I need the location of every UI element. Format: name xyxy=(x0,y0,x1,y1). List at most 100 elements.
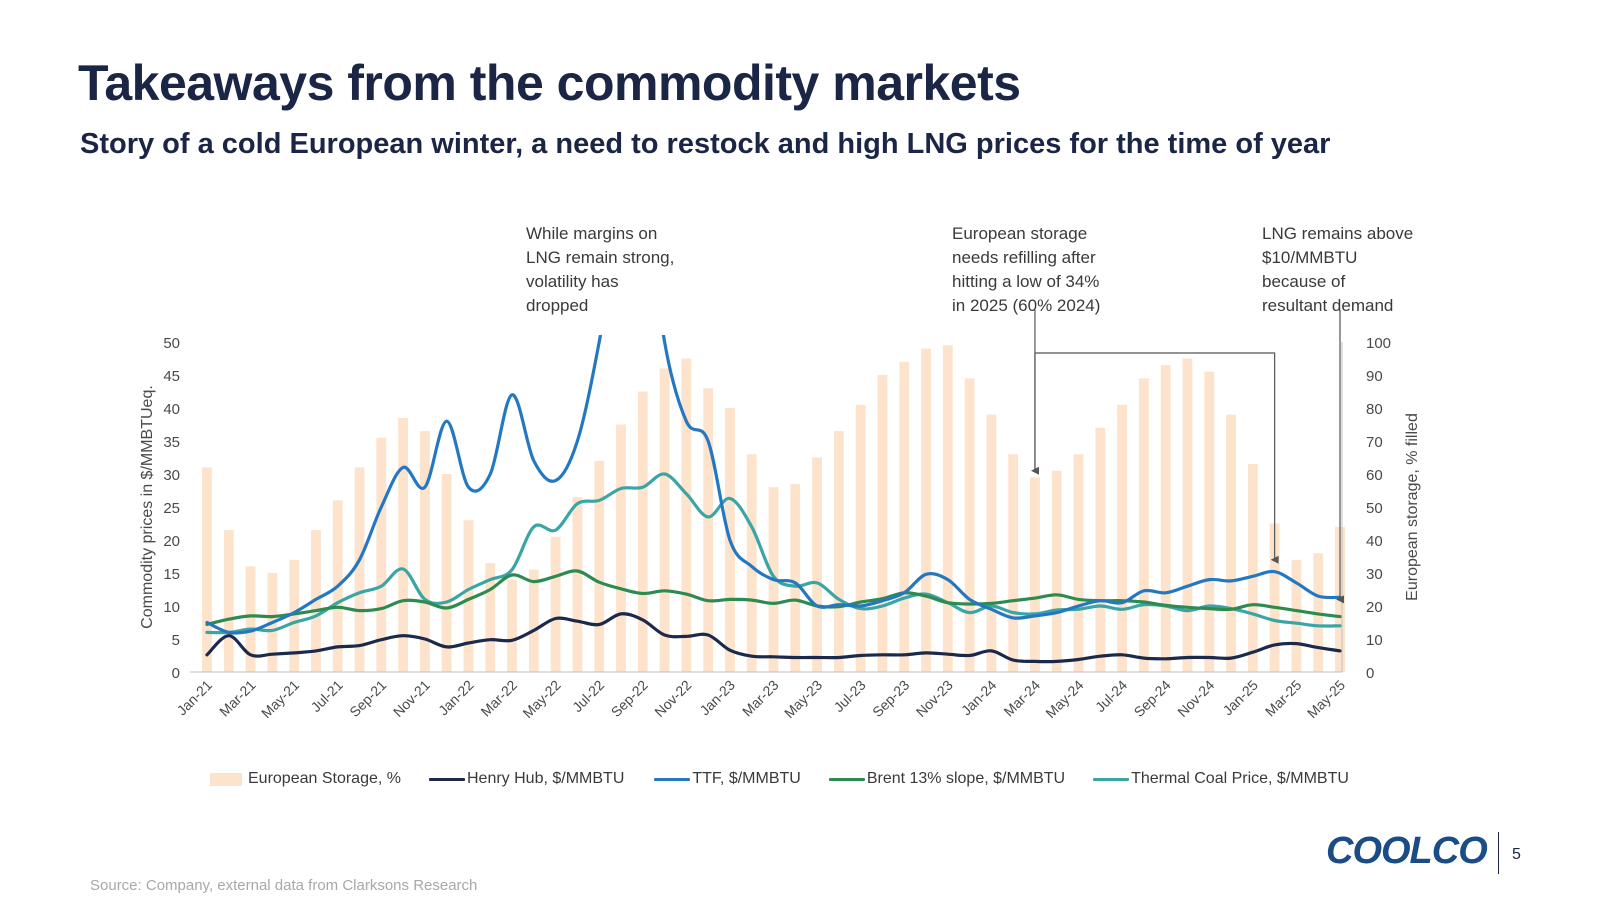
coal-line xyxy=(205,472,1342,635)
storage-bracket-arrow xyxy=(1034,352,1279,564)
annotation-volatility: While margins on LNG remain strong, vola… xyxy=(526,224,675,315)
henry-hub-line xyxy=(205,612,1342,664)
x-tick-label: Nov-24 xyxy=(1174,677,1217,720)
x-tick-label: May-21 xyxy=(258,677,302,721)
storage-bar xyxy=(1269,523,1280,672)
coolco-logo: COOLCO xyxy=(1326,830,1488,872)
legend-swatch-ttf xyxy=(654,777,691,781)
y-tick-label: 15 xyxy=(163,566,180,583)
y2-tick-label: 60 xyxy=(1366,467,1383,484)
y2-tick-label: 10 xyxy=(1366,632,1383,649)
x-tick-label: Jan-23 xyxy=(696,677,738,719)
x-tick-label: May-23 xyxy=(781,677,825,721)
annotation-arrows xyxy=(1030,310,1344,604)
y2-tick-label: 30 xyxy=(1366,566,1383,583)
source-note: Source: Company, external data from Clar… xyxy=(90,877,478,894)
x-tick-label: Nov-22 xyxy=(651,677,694,720)
x-tick-label: Jul-22 xyxy=(569,677,607,715)
y2-axis-title: European storage, % filled xyxy=(1404,413,1421,601)
storage-bar xyxy=(1139,378,1149,672)
legend-item-storage: European Storage, % xyxy=(210,770,401,788)
y-tick-label: 25 xyxy=(163,500,180,517)
storage-bar xyxy=(1291,559,1302,672)
legend-swatch-brent xyxy=(828,777,865,781)
storage-bar xyxy=(1030,477,1040,672)
storage-bar xyxy=(594,460,605,672)
storage-bar xyxy=(202,467,212,672)
legend-label-storage: European Storage, % xyxy=(248,770,401,787)
storage-bar xyxy=(1160,365,1171,672)
legend-label-ttf: TTF, $/MMBTU xyxy=(692,770,801,787)
storage-bar xyxy=(1226,414,1236,672)
storage-bar xyxy=(855,404,866,672)
y-axis-title: Commodity prices in $/MMBTUeq. xyxy=(139,385,156,629)
legend-item-brent: Brent 13% slope, $/MMBTU xyxy=(828,770,1065,788)
price-lines xyxy=(205,335,1342,664)
x-tick-label: Mar-21 xyxy=(216,677,259,720)
y-tick-label: 20 xyxy=(163,533,180,550)
storage-bar xyxy=(1204,371,1215,672)
chart-legend: European Storage, % Henry Hub, $/MMBTU T… xyxy=(210,770,1349,788)
y-tick-label: 35 xyxy=(163,434,180,451)
x-tick-label: Jan-24 xyxy=(958,677,1000,719)
slide-subtitle: Story of a cold European winter, a need … xyxy=(80,128,1331,160)
storage-bar xyxy=(376,437,387,672)
legend-swatch-coal xyxy=(1093,777,1130,781)
storage-bar xyxy=(289,559,300,672)
x-tick-label: Jul-24 xyxy=(1092,677,1130,715)
y2-tick-label: 20 xyxy=(1366,599,1383,616)
y2-tick-label: 40 xyxy=(1366,533,1383,550)
x-tick-label: Mar-23 xyxy=(739,677,782,720)
storage-bar xyxy=(1247,464,1258,672)
x-tick-label: May-25 xyxy=(1304,677,1348,721)
y2-tick-label: 0 xyxy=(1366,665,1374,682)
x-tick-label: Jul-21 xyxy=(308,677,346,715)
x-tick-label: Nov-21 xyxy=(390,677,433,720)
y2-tick-label: 70 xyxy=(1366,434,1383,451)
storage-bar xyxy=(528,569,539,672)
x-tick-label: Sep-21 xyxy=(346,677,389,720)
storage-bar xyxy=(899,361,910,672)
x-tick-label: Mar-24 xyxy=(1000,677,1043,720)
annotation-storage: European storage needs refilling after h… xyxy=(952,224,1101,315)
storage-bar xyxy=(703,388,714,672)
storage-bar xyxy=(833,431,844,672)
storage-bar xyxy=(507,579,517,672)
storage-bar xyxy=(637,391,648,672)
storage-bar xyxy=(398,417,408,672)
storage-bar xyxy=(986,414,997,672)
logo-divider xyxy=(1498,832,1499,874)
storage-bar xyxy=(964,378,975,672)
legend-swatch-henry-hub xyxy=(429,777,465,781)
y-tick-label: 30 xyxy=(163,467,180,484)
storage-bar xyxy=(245,566,256,672)
y-tick-label: 50 xyxy=(163,335,180,352)
y2-tick-label: 100 xyxy=(1366,335,1391,352)
x-tick-label: Sep-22 xyxy=(608,677,651,720)
annotation-lng-price: LNG remains above $10/MMBTU because of r… xyxy=(1262,224,1414,315)
storage-bar xyxy=(877,375,888,672)
storage-bar xyxy=(746,454,757,672)
x-tick-label: Mar-25 xyxy=(1262,677,1305,720)
y2-tick-label: 80 xyxy=(1366,401,1383,418)
storage-bar xyxy=(419,431,430,672)
x-tick-label: May-24 xyxy=(1042,677,1086,721)
legend-label-coal: Thermal Coal Price, $/MMBTU xyxy=(1131,770,1349,787)
storage-bar xyxy=(572,497,583,672)
x-tick-label: Jan-22 xyxy=(435,677,477,719)
x-tick-label: Sep-23 xyxy=(869,677,912,720)
x-tick-label: Sep-24 xyxy=(1131,677,1174,720)
storage-bar xyxy=(921,348,931,672)
storage-bar xyxy=(1051,470,1062,672)
page-number: 5 xyxy=(1512,846,1521,863)
storage-bar xyxy=(790,483,801,672)
y-tick-label: 40 xyxy=(163,401,180,418)
x-tick-label: Mar-22 xyxy=(477,677,520,720)
legend-label-henry-hub: Henry Hub, $/MMBTU xyxy=(467,770,625,787)
storage-bar xyxy=(1073,454,1084,672)
storage-bar xyxy=(812,457,822,672)
legend-item-coal: Thermal Coal Price, $/MMBTU xyxy=(1093,770,1349,788)
y-tick-label: 10 xyxy=(163,599,180,616)
storage-bar xyxy=(485,563,496,672)
y2-tick-label: 90 xyxy=(1366,368,1383,385)
